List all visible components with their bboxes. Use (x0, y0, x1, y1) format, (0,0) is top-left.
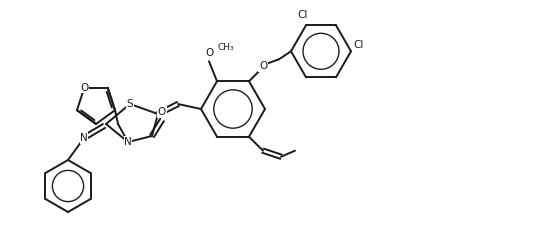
Text: Cl: Cl (298, 10, 308, 20)
Text: O: O (206, 48, 214, 58)
Text: O: O (80, 83, 88, 93)
Text: Cl: Cl (354, 40, 364, 50)
Text: N: N (124, 137, 132, 147)
Text: N: N (80, 133, 88, 143)
Text: S: S (126, 99, 133, 109)
Text: O: O (158, 107, 166, 117)
Text: O: O (259, 61, 267, 71)
Text: CH₃: CH₃ (217, 43, 233, 52)
